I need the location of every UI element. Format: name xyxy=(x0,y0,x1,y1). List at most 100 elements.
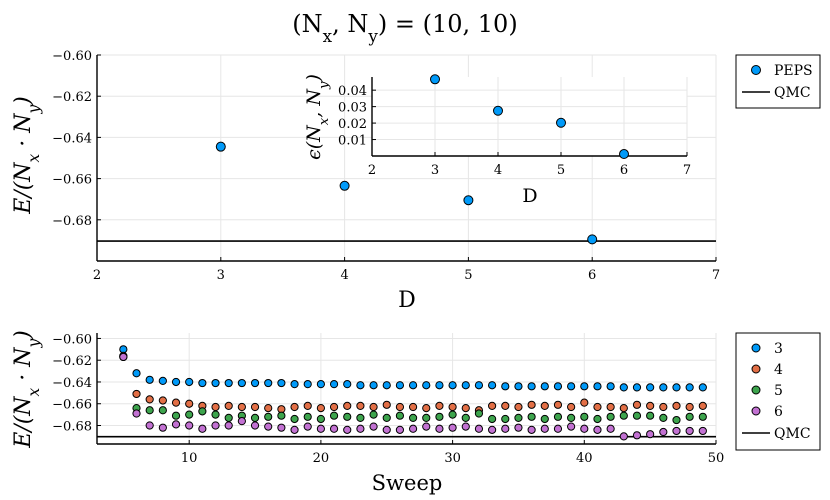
sweep-point-5-26 xyxy=(461,413,470,422)
inset-marks xyxy=(430,74,629,160)
legend-label-qmc: QMC xyxy=(774,85,811,101)
sweep-point-4-13 xyxy=(290,402,299,412)
inset-xtick-label-2: 4 xyxy=(494,163,502,178)
inset-xtick-label-0: 2 xyxy=(368,163,376,178)
sweep-point-3-16 xyxy=(329,380,339,389)
main-ticks: 2 3 4 5 6 7 −0.60 −0.62 −0.64 −0.66 −0.68 xyxy=(52,49,720,283)
sweep-point-3-14 xyxy=(303,380,312,389)
main-x-axis-label: D xyxy=(398,288,416,313)
sweep-point-5-3 xyxy=(158,406,167,415)
main-axes xyxy=(96,55,716,262)
sweep-point-6-5 xyxy=(185,421,194,430)
inset-ytick-label-3: 0.04 xyxy=(338,84,367,99)
sweep-point-3-31 xyxy=(527,382,536,391)
sweep-point-3-39 xyxy=(632,383,642,392)
sweep-legend-marker-3 xyxy=(751,343,761,353)
sweep-point-5-41 xyxy=(659,413,668,422)
sweep-point-3-21 xyxy=(395,381,405,390)
sweep-point-3-30 xyxy=(514,382,523,391)
sweep-point-4-17 xyxy=(343,401,352,411)
sweep-point-3-15 xyxy=(316,380,325,389)
main-xtick-label-2: 4 xyxy=(340,268,348,283)
sweep-point-5-36 xyxy=(593,414,602,424)
sweep-legend-label-6: 6 xyxy=(774,404,783,420)
main-xtick-label-4: 6 xyxy=(588,268,596,283)
inset-x-axis-label: D xyxy=(522,185,537,207)
sweep-point-3-23 xyxy=(422,381,431,390)
sweep-point-6-15 xyxy=(316,424,325,433)
sweep-point-6-13 xyxy=(290,425,299,434)
sweep-point-3-6 xyxy=(198,378,207,388)
sweep-point-5-42 xyxy=(672,415,681,425)
sweep-point-6-39 xyxy=(632,431,642,440)
inset-ytick-label-0: 0.01 xyxy=(338,134,367,149)
sweep-point-6-38 xyxy=(619,432,628,441)
sweep-point-4-7 xyxy=(211,402,220,412)
sweep-point-3-9 xyxy=(237,378,246,388)
sweep-point-6-22 xyxy=(408,424,418,433)
main-point-0 xyxy=(215,141,226,152)
sweep-point-6-12 xyxy=(277,423,286,432)
sweep-legend-marker-6 xyxy=(751,406,761,416)
sweep-point-3-28 xyxy=(488,381,497,390)
sweep-point-3-22 xyxy=(408,381,418,390)
main-ytick-label-1: −0.62 xyxy=(52,90,92,105)
sweep-point-4-18 xyxy=(356,401,365,411)
sweep-panel: 10 20 30 40 50 −0.60 −0.62 −0.64 −0.66 −0.68 Swee… xyxy=(11,330,724,495)
sweep-point-6-21 xyxy=(395,425,405,434)
sweep-point-6-31 xyxy=(527,425,536,434)
sweep-point-5-5 xyxy=(185,410,194,419)
main-ytick-label-4: −0.68 xyxy=(52,214,92,229)
sweep-point-3-13 xyxy=(290,380,299,389)
sweep-point-5-23 xyxy=(422,413,431,422)
sweep-legend-marker-4 xyxy=(751,364,761,374)
sweep-point-6-27 xyxy=(474,424,484,433)
sweep-point-4-35 xyxy=(580,398,589,407)
sweep-point-6-0 xyxy=(119,352,128,362)
sweep-ytick-label-4: −0.68 xyxy=(52,420,92,435)
sweep-point-6-44 xyxy=(698,426,707,436)
sweep-point-5-7 xyxy=(211,410,220,419)
sweep-point-5-20 xyxy=(382,413,391,422)
sweep-point-4-36 xyxy=(593,402,602,412)
sweep-point-6-3 xyxy=(158,423,167,432)
sweep-point-6-18 xyxy=(356,424,365,433)
sweep-point-5-16 xyxy=(329,411,339,420)
sweep-point-3-34 xyxy=(567,382,576,391)
sweep-point-5-34 xyxy=(567,413,576,422)
main-marks xyxy=(97,141,716,245)
main-ytick-label-2: −0.64 xyxy=(52,131,92,146)
sweep-point-5-39 xyxy=(632,411,642,420)
sweep-point-3-17 xyxy=(343,380,352,389)
sweep-point-6-20 xyxy=(382,425,391,434)
main-xtick-label-1: 3 xyxy=(217,268,225,283)
sweep-point-6-8 xyxy=(224,421,233,430)
sweep-point-3-27 xyxy=(474,381,484,390)
sweep-xtick-label-3: 40 xyxy=(576,451,593,466)
sweep-xtick-label-0: 10 xyxy=(181,451,198,466)
sweep-point-6-43 xyxy=(685,426,694,436)
sweep-point-4-5 xyxy=(185,399,194,408)
sweep-point-4-28 xyxy=(488,401,497,411)
sweep-point-5-12 xyxy=(277,411,286,420)
sweep-point-5-28 xyxy=(488,414,497,424)
sweep-point-6-30 xyxy=(514,423,523,432)
main-point-1 xyxy=(339,180,350,191)
sweep-point-4-41 xyxy=(659,402,668,412)
sweep-point-3-25 xyxy=(448,381,457,390)
main-legend: PEPS QMC xyxy=(735,54,821,109)
inset-grid xyxy=(371,77,688,156)
sweep-point-3-12 xyxy=(277,378,286,388)
sweep-point-6-11 xyxy=(264,422,273,431)
sweep-point-5-33 xyxy=(553,412,563,421)
sweep-point-6-9 xyxy=(237,417,246,426)
sweep-point-6-2 xyxy=(145,421,154,430)
sweep-point-6-26 xyxy=(461,422,470,431)
sweep-point-4-9 xyxy=(237,402,246,412)
sweep-point-6-10 xyxy=(250,421,260,430)
sweep-marks xyxy=(97,345,716,441)
legend-marker-peps xyxy=(751,65,761,75)
sweep-point-6-35 xyxy=(580,424,589,433)
inset-panel: 2 3 4 5 6 7 0.01 0.020.03 0.04 D ϵ(Nx, Ny) xyxy=(303,74,691,207)
sweep-point-3-8 xyxy=(224,378,233,388)
